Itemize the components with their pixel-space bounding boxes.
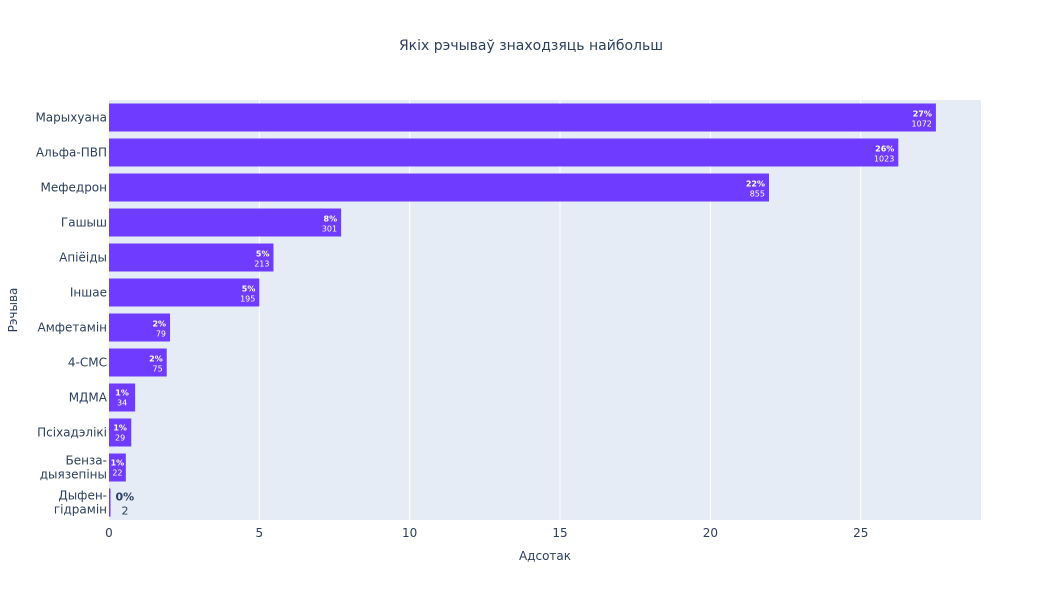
- x-tick-labels: 0 5 10 15 20 25: [105, 526, 868, 540]
- bar: [109, 453, 126, 482]
- y-axis-title: Рэчыва: [6, 288, 20, 333]
- bar: [109, 243, 274, 272]
- data-label-percent: 27%: [913, 110, 932, 119]
- data-label-percent: 1%: [115, 389, 129, 398]
- data-label-percent: 1%: [111, 459, 125, 468]
- data-label-percent: 2%: [152, 320, 166, 329]
- y-tick-labels: Марыхуана Альфа-ПВП Мефедрон Гашыш Апіёіды Ін…: [35, 111, 107, 517]
- y-tick-label: Мефедрон: [41, 181, 107, 195]
- x-tick-label: 15: [552, 526, 567, 540]
- y-tick-label: Іншае: [70, 286, 107, 300]
- bar: [109, 313, 171, 342]
- data-label-percent: 1%: [113, 424, 127, 433]
- data-label-percent: 8%: [324, 215, 338, 224]
- data-label-percent: 5%: [256, 250, 270, 259]
- data-label-percent: 5%: [242, 285, 256, 294]
- bar: [109, 173, 770, 202]
- bar: [109, 348, 167, 377]
- data-label-percent: 0%: [116, 491, 135, 504]
- x-tick-label: 0: [105, 526, 113, 540]
- data-label-count: 1023: [874, 155, 894, 164]
- y-tick-label: Марыхуана: [35, 111, 107, 125]
- x-tick-label: 25: [853, 526, 868, 540]
- bars: 27%107226%102322%8558%3015%2135%1952%792…: [109, 103, 936, 518]
- data-label-count: 79: [156, 330, 166, 339]
- y-tick-label: Альфа-ПВП: [36, 146, 107, 160]
- data-label-count: 1072: [912, 120, 932, 129]
- data-label-percent: 22%: [746, 180, 765, 189]
- y-tick-label: Апіёіды: [59, 251, 107, 265]
- y-tick-label: 4-CMC: [68, 356, 107, 370]
- bar: [109, 208, 342, 237]
- data-label-count: 75: [153, 365, 163, 374]
- y-tick-label: Гашыш: [61, 216, 107, 230]
- y-tick-label: Бенза-дыязепіны: [40, 454, 107, 482]
- data-label-count: 34: [117, 399, 127, 408]
- y-tick-label: Дыфен-гідрамін: [54, 489, 107, 517]
- grid-lines: [258, 100, 862, 520]
- data-label-count: 213: [254, 260, 269, 269]
- y-tick-label: Псіхадэлікі: [37, 426, 107, 440]
- bar: [109, 488, 111, 517]
- y-tick-label: МДМА: [69, 391, 108, 405]
- data-label-percent: 2%: [149, 355, 163, 364]
- bar: [109, 138, 899, 167]
- bar: [109, 103, 936, 132]
- data-label-count: 2: [122, 505, 129, 518]
- x-tick-label: 20: [703, 526, 718, 540]
- x-tick-label: 10: [402, 526, 417, 540]
- data-label-count: 22: [112, 469, 122, 478]
- data-label-count: 29: [115, 434, 125, 443]
- data-label-count: 195: [240, 295, 255, 304]
- data-label-count: 301: [322, 225, 337, 234]
- bar: [109, 278, 260, 307]
- y-tick-label: Амфетамін: [38, 321, 107, 335]
- bar: [109, 383, 136, 412]
- x-axis-title: Адсотак: [519, 549, 571, 563]
- plot-area: [109, 100, 981, 520]
- x-tick-label: 5: [256, 526, 264, 540]
- data-label-count: 855: [750, 190, 765, 199]
- bar: [109, 418, 132, 447]
- chart-title: Якіх рэчываў знаходзяць найбольш: [399, 38, 663, 54]
- data-label-percent: 26%: [875, 145, 894, 154]
